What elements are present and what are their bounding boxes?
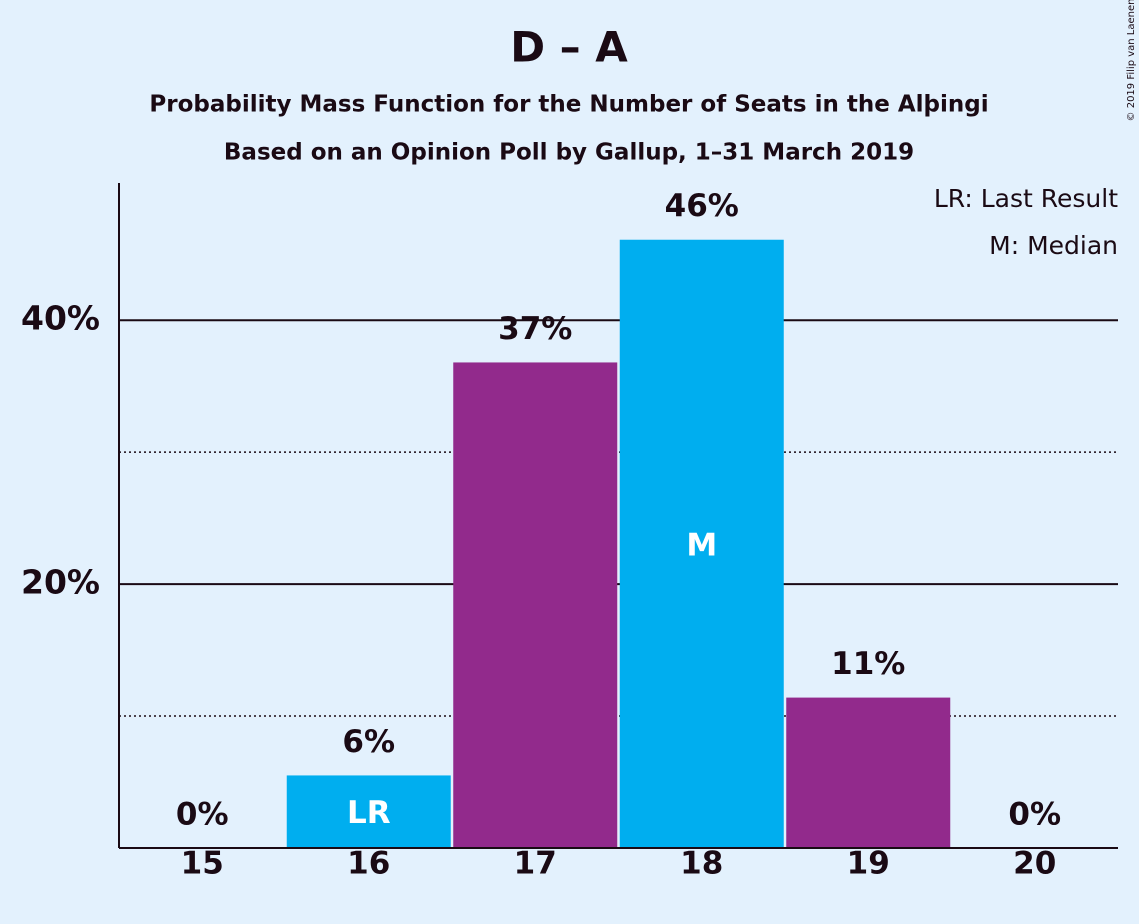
x-tick-label: 16 xyxy=(347,846,390,882)
bar xyxy=(453,362,618,848)
bar-annotation: M xyxy=(686,527,717,563)
value-label: 0% xyxy=(1008,797,1061,833)
bar-annotation: LR xyxy=(347,795,391,831)
legend-entry: M: Median xyxy=(989,231,1118,260)
legend-entry: LR: Last Result xyxy=(934,184,1118,213)
value-label: 0% xyxy=(176,797,229,833)
x-tick-label: 17 xyxy=(514,846,557,882)
bar xyxy=(619,239,784,849)
x-tick-label: 18 xyxy=(680,846,723,882)
x-tick-label: 15 xyxy=(181,846,224,882)
x-tick-label: 19 xyxy=(847,846,890,882)
value-label: 37% xyxy=(498,311,572,347)
chart-title: D – A xyxy=(510,23,628,72)
bar xyxy=(786,697,951,848)
y-tick-label: 40% xyxy=(21,299,100,338)
chart-subtitle: Based on an Opinion Poll by Gallup, 1–31… xyxy=(224,140,914,166)
y-tick-label: 20% xyxy=(21,563,100,602)
value-label: 11% xyxy=(831,646,905,682)
copyright: © 2019 Filip van Laenen xyxy=(1126,0,1137,121)
value-label: 46% xyxy=(665,188,739,224)
value-label: 6% xyxy=(342,724,395,760)
bar xyxy=(286,775,451,848)
x-tick-label: 20 xyxy=(1013,846,1056,882)
chart-subtitle: Probability Mass Function for the Number… xyxy=(149,92,988,118)
